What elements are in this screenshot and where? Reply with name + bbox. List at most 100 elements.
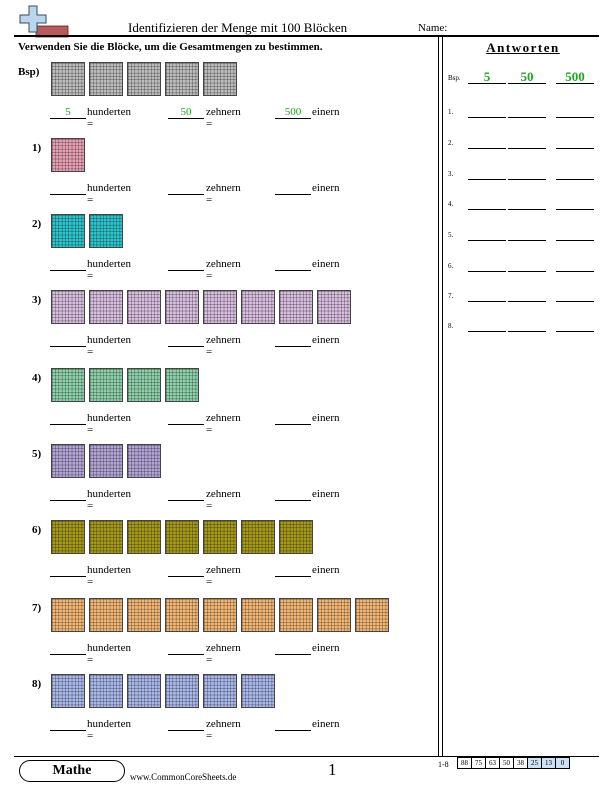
ones-answer-blank[interactable]: 500 (275, 106, 311, 119)
score-table: 88 75 63 50 38 25 13 0 (457, 757, 570, 769)
hundred-blocks (51, 368, 199, 402)
unit-label: hunderten = (87, 334, 131, 358)
hundred-block (127, 598, 161, 632)
hundred-block (89, 290, 123, 324)
hundred-block (241, 598, 275, 632)
answer-key-number: 1. (448, 108, 454, 116)
key-tens-blank (508, 290, 546, 302)
ones-answer-blank[interactable] (275, 642, 311, 655)
hundred-block (51, 598, 85, 632)
unit-label: zehnern = (206, 106, 241, 130)
tens-answer-blank[interactable] (168, 488, 204, 501)
hundred-block (317, 290, 351, 324)
answer-key-number: 4. (448, 200, 454, 208)
unit-label: hunderten = (87, 488, 131, 512)
hundred-block (127, 674, 161, 708)
tens-answer-blank[interactable] (168, 412, 204, 425)
hundreds-answer-blank[interactable] (50, 488, 86, 501)
tens-answer-blank[interactable] (168, 334, 204, 347)
ones-answer-blank[interactable] (275, 334, 311, 347)
key-ones-blank (556, 320, 594, 332)
ones-answer-blank[interactable] (275, 718, 311, 731)
unit-label: einern (312, 334, 340, 346)
hundreds-answer-blank[interactable]: 5 (50, 106, 86, 119)
unit-label: hunderten = (87, 106, 131, 130)
hundred-block (279, 520, 313, 554)
hundred-block (241, 520, 275, 554)
hundred-block (89, 62, 123, 96)
unit-label: einern (312, 718, 340, 730)
key-ones-blank (556, 106, 594, 118)
ones-answer-blank[interactable] (275, 258, 311, 271)
unit-label: zehnern = (206, 564, 241, 588)
hundred-blocks (51, 598, 389, 632)
hundred-block (165, 598, 199, 632)
key-tens-blank (508, 260, 546, 272)
ones-answer-blank[interactable] (275, 412, 311, 425)
hundred-block (355, 598, 389, 632)
problem-label: 8) (32, 678, 42, 690)
tens-answer-blank[interactable] (168, 718, 204, 731)
ones-answer-blank[interactable] (275, 488, 311, 501)
problem-label: 1) (32, 142, 42, 154)
hundred-block (89, 520, 123, 554)
hundred-block (127, 444, 161, 478)
score-cell: 63 (485, 757, 500, 769)
hundred-block (127, 290, 161, 324)
unit-label: zehnern = (206, 334, 241, 358)
hundred-block (317, 598, 351, 632)
unit-label: zehnern = (206, 258, 241, 282)
key-hundreds-blank (468, 137, 506, 149)
key-hundreds-blank (468, 260, 506, 272)
key-ones-blank (556, 198, 594, 210)
hundreds-answer-blank[interactable] (50, 412, 86, 425)
hundred-block (203, 598, 237, 632)
tens-answer-blank[interactable] (168, 564, 204, 577)
tens-answer-blank[interactable]: 50 (168, 106, 204, 119)
unit-label: einern (312, 258, 340, 270)
hundreds-answer-blank[interactable] (50, 334, 86, 347)
hundreds-answer-blank[interactable] (50, 642, 86, 655)
hundred-block (89, 674, 123, 708)
hundreds-answer-blank[interactable] (50, 564, 86, 577)
ones-answer-blank[interactable] (275, 182, 311, 195)
tens-answer-blank[interactable] (168, 182, 204, 195)
hundred-block (241, 674, 275, 708)
hundreds-answer-blank[interactable] (50, 182, 86, 195)
unit-label: hunderten = (87, 182, 131, 206)
ones-answer-blank[interactable] (275, 564, 311, 577)
unit-label: einern (312, 412, 340, 424)
hundred-block (203, 674, 237, 708)
problem-label: 5) (32, 448, 42, 460)
hundreds-answer-blank[interactable] (50, 258, 86, 271)
key-tens-blank: 50 (508, 70, 546, 84)
problem-label: 4) (32, 372, 42, 384)
key-ones-blank (556, 229, 594, 241)
answer-key-number: 8. (448, 322, 454, 330)
problem-label: 6) (32, 524, 42, 536)
hundred-block (89, 368, 123, 402)
answer-key-title: Antworten (486, 40, 560, 55)
tens-answer-blank[interactable] (168, 258, 204, 271)
hundred-blocks (51, 674, 275, 708)
hundred-block (279, 290, 313, 324)
score-cell: 38 (513, 757, 528, 769)
answer-key-number: 3. (448, 170, 454, 178)
key-ones-blank (556, 137, 594, 149)
hundreds-answer-blank[interactable] (50, 718, 86, 731)
hundred-block (51, 214, 85, 248)
key-hundreds-blank (468, 106, 506, 118)
hundred-blocks (51, 444, 161, 478)
key-tens-blank (508, 229, 546, 241)
hundred-blocks (51, 520, 313, 554)
score-range-label: 1-8 (438, 760, 449, 769)
unit-label: hunderten = (87, 642, 131, 666)
footer-rule (14, 756, 599, 757)
hundred-blocks (51, 62, 237, 96)
problem-label: 7) (32, 602, 42, 614)
answer-key-number: 5. (448, 231, 454, 239)
unit-label: zehnern = (206, 642, 241, 666)
plus-logo-icon (19, 5, 69, 38)
tens-answer-blank[interactable] (168, 642, 204, 655)
key-tens-blank (508, 168, 546, 180)
